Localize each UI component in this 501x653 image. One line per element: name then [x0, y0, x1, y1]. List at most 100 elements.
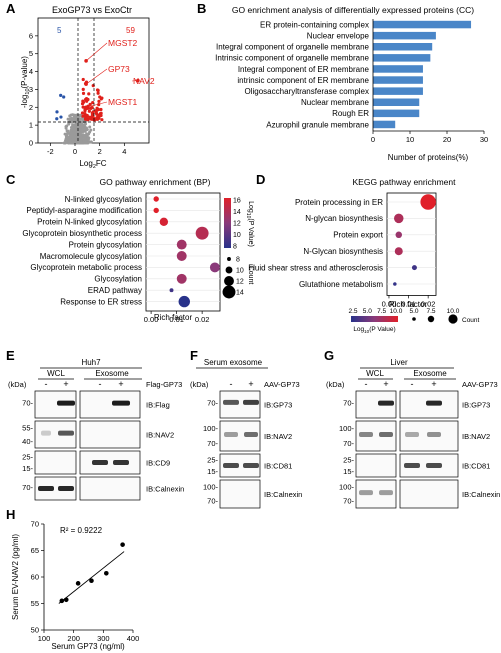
kegg-colorbar-tick-label: 5.0 — [363, 308, 372, 315]
blot-group-label: Exosome — [95, 369, 129, 378]
blot-group-label: WCL — [366, 369, 384, 378]
volcano-point — [64, 137, 68, 141]
size-legend-dot — [225, 266, 233, 274]
go-term-label: Oligosaccharyltransferase complex — [245, 87, 370, 96]
volcano-point-up — [96, 88, 100, 93]
panel-h-xlabel: Serum GP73 (ng/ml) — [51, 642, 125, 651]
panel-c-letter: C — [6, 172, 16, 187]
kegg-dot — [395, 231, 403, 239]
volcano-point — [80, 120, 84, 124]
go-bar — [373, 109, 420, 118]
kegg-dot — [420, 194, 436, 210]
panel-h-letter: H — [6, 507, 15, 522]
panel-b-letter: B — [197, 1, 206, 16]
correlation-point — [89, 578, 94, 584]
go-bp-term-label: Glycoprotein biosynthetic process — [22, 229, 142, 238]
dot-x-tick-label: 0.02 — [195, 315, 210, 324]
blot-membrane — [219, 453, 261, 478]
blot-antibody-label: IB:Calnexin — [462, 490, 500, 499]
colorbar-tick-label: 12 — [233, 221, 241, 228]
lane-sign: + — [383, 379, 388, 389]
volcano-point-up — [90, 113, 95, 117]
kegg-size-tick-label: 7.5 — [426, 308, 435, 315]
blot-membrane — [79, 390, 141, 419]
volcano-point — [68, 118, 72, 122]
protein-band — [405, 432, 419, 437]
volcano-point-up — [81, 77, 85, 82]
volcano-point — [80, 129, 84, 133]
go-bp-term-label: Peptidyl-asparagine modification — [26, 206, 142, 215]
go-term-label: Nuclear membrane — [301, 98, 370, 107]
size-legend-dot — [224, 276, 234, 286]
volcano-point — [69, 134, 73, 138]
bar-x-tick-label: 0 — [371, 135, 375, 144]
kda-label: (kDa) — [8, 380, 27, 389]
volcano-point — [66, 129, 70, 133]
enrichment-dot — [178, 295, 190, 308]
volcano-point — [72, 125, 76, 129]
kegg-dot — [411, 265, 417, 271]
enrichment-dot — [169, 288, 174, 293]
regression-line — [58, 551, 125, 604]
h-y-tick-label: 60 — [31, 573, 39, 582]
go-term-label: ER protein-containing complex — [260, 20, 369, 29]
protein-band — [38, 486, 54, 491]
colorbar-title-tail: (P Value) — [247, 218, 254, 247]
enrichment-dot — [176, 273, 187, 284]
volcano-point-up — [91, 84, 95, 88]
volcano-x-tick-label: 2 — [98, 147, 102, 156]
go-bp-term-label: Response to ER stress — [60, 297, 142, 306]
protein-band — [426, 463, 442, 468]
size-legend-label: 14 — [236, 290, 244, 297]
blot-antibody-label: IB:NAV2 — [462, 432, 490, 441]
blot-antibody-label: IB:NAV2 — [264, 432, 292, 441]
protein-band — [379, 490, 393, 496]
colorbar-tick-label: 10 — [233, 232, 241, 239]
blot-membrane — [399, 420, 459, 452]
treatment-label: AAV-GP73 — [264, 380, 300, 389]
go-term-label: Integral component of organelle membrane — [216, 43, 370, 52]
kegg-term-label: Protein processing in ER — [295, 198, 383, 207]
blot-membrane — [355, 453, 397, 478]
kda-marker: 100- — [339, 483, 355, 492]
volcano-point — [69, 131, 73, 135]
go-bp-term-label: Glycoprotein metabolic process — [30, 263, 142, 272]
panel-d-title: KEGG pathway enrichment — [353, 177, 457, 187]
protein-band — [404, 463, 420, 468]
go-bp-term-label: ERAD pathway — [88, 286, 142, 295]
volcano-point-up — [100, 118, 104, 122]
volcano-point-up — [83, 117, 88, 121]
treatment-label: AAV-GP73 — [462, 380, 498, 389]
kegg-size-tick-label: 5.0 — [409, 308, 418, 315]
go-term-label: Nuclear envelope — [307, 31, 370, 40]
label-leader-line — [86, 101, 108, 108]
panel-c: C GO pathway enrichment (BP) N-linked gl… — [6, 172, 254, 324]
volcano-points — [55, 59, 140, 145]
go-bar — [373, 54, 431, 62]
go-bar — [373, 98, 420, 106]
panel-h-ylabel: Serum EV-NAV2 (pg/ml) — [11, 534, 20, 620]
treatment-label: Flag-GP73 — [146, 380, 182, 389]
blot-antibody-label: IB:GP73 — [462, 401, 490, 410]
dot-x-tick-label: 0.00 — [144, 315, 159, 324]
volcano-point — [77, 139, 81, 143]
protein-band — [92, 460, 108, 465]
size-legend-dot — [227, 257, 231, 261]
kegg-colorbar-tick-label: 10.0 — [390, 308, 403, 315]
panel-b-title: GO enrichment analysis of differentially… — [232, 5, 474, 15]
volcano-point-up — [90, 117, 95, 121]
volcano-y-tick-label: 0 — [29, 139, 33, 148]
go-bar — [373, 65, 423, 73]
kegg-x-tick-label: 0.00 — [382, 299, 397, 308]
gene-label-nav2: NAV2 — [133, 76, 155, 86]
go-term-label: Integral component of ER membrane — [238, 65, 370, 74]
kegg-term-label: N-Glycan biosynthesis — [303, 247, 383, 256]
kegg-size-tick-label: 10.0 — [447, 308, 460, 315]
kegg-dot — [394, 213, 404, 224]
lane-sign: + — [63, 379, 68, 389]
correlation-point — [63, 597, 69, 603]
panel-a-letter: A — [6, 1, 16, 16]
protein-band — [243, 463, 259, 468]
size-legend-dot — [222, 285, 236, 299]
volcano-y-tick-label: 6 — [29, 31, 33, 40]
